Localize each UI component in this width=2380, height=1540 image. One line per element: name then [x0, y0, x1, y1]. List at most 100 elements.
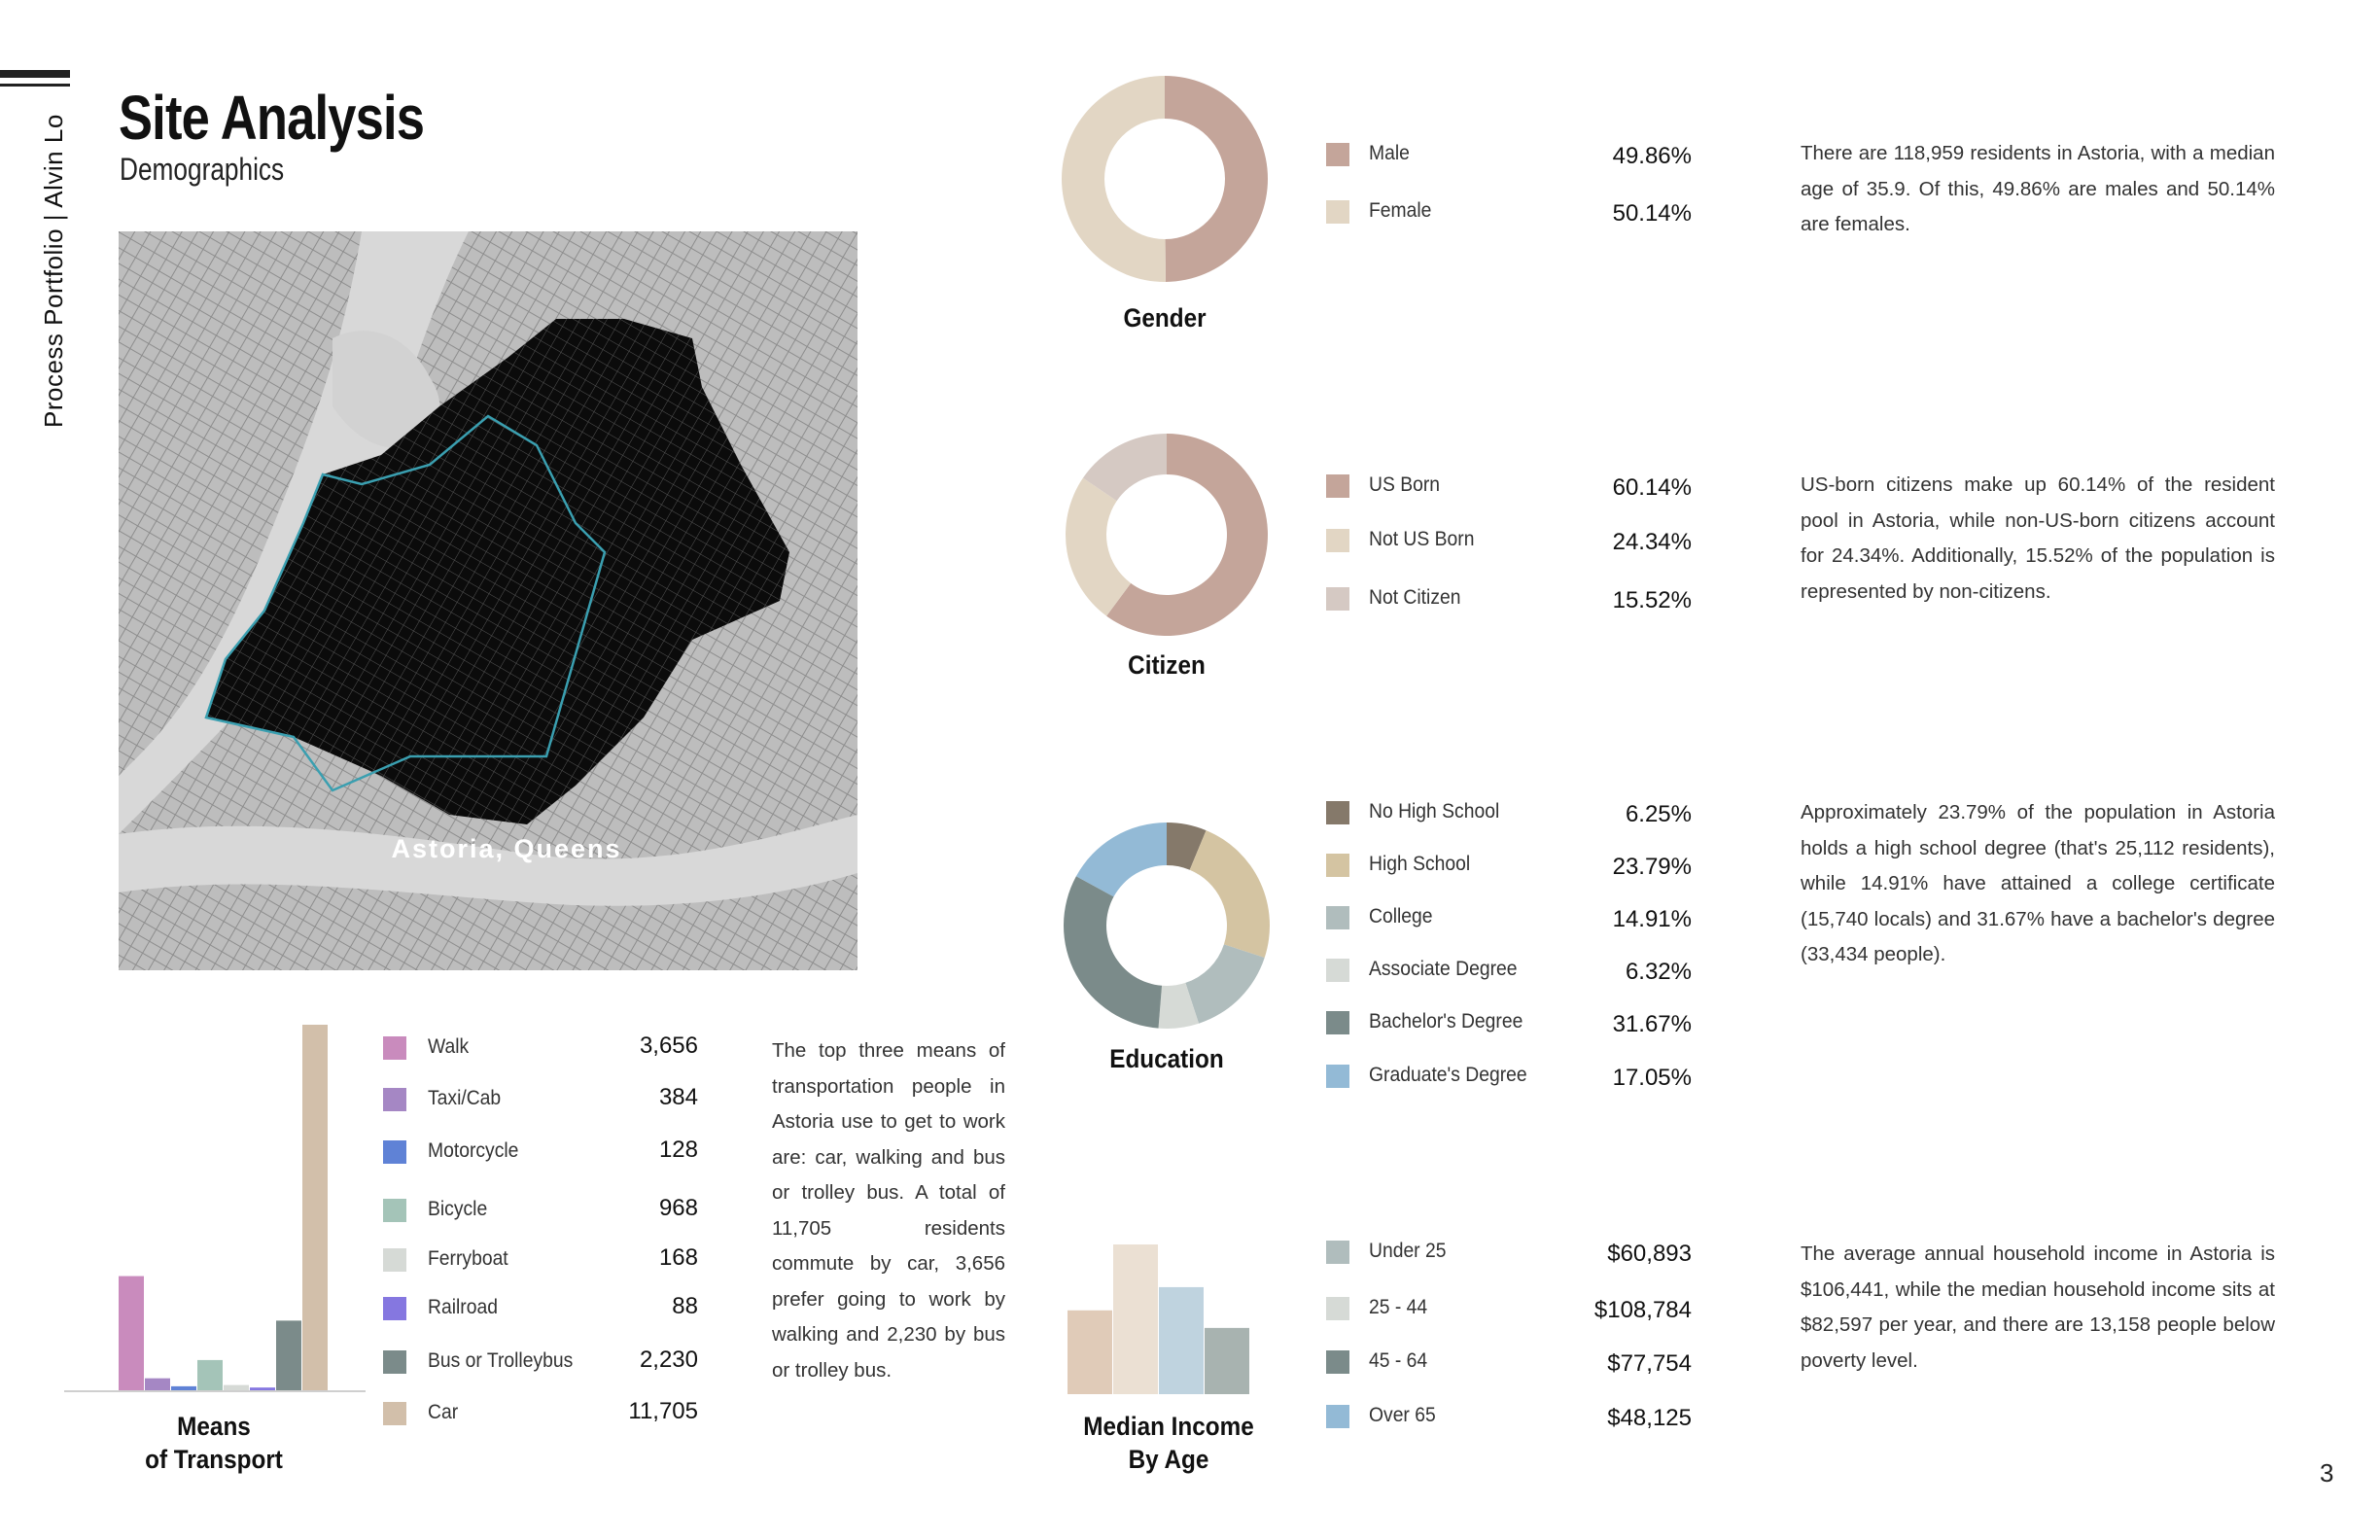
transport-bar-5 [250, 1387, 275, 1390]
transport-legend-swatch [383, 1140, 406, 1164]
transport-legend-swatch [383, 1088, 406, 1111]
income-legend-label: 25 - 44 [1369, 1296, 1428, 1318]
site-map [119, 231, 858, 970]
transport-legend-label: Walk [428, 1035, 470, 1058]
transport-description: The top three means of transportation pe… [772, 1039, 1005, 1382]
transport-bar-chart [64, 1025, 366, 1392]
citizen-legend-label: US Born [1369, 473, 1441, 496]
transport-legend-value: 2,230 [639, 1347, 698, 1373]
transport-legend-value: 3,656 [639, 1032, 698, 1059]
transport-bar-0 [119, 1276, 144, 1390]
transport-legend-swatch [383, 1248, 406, 1272]
income-bar-3 [1205, 1327, 1249, 1394]
income-legend-value: $48,125 [1607, 1405, 1692, 1431]
citizen-legend-swatch [1326, 587, 1349, 611]
gender-legend-label: Male [1369, 142, 1410, 164]
income-chart-title-line1: Median Income [1083, 1412, 1254, 1441]
gender-legend-value: 50.14% [1612, 200, 1692, 227]
gender-slice-1 [1062, 76, 1166, 282]
transport-legend-value: 968 [658, 1195, 698, 1221]
education-legend-value: 17.05% [1612, 1065, 1692, 1091]
transport-bar-4 [224, 1384, 249, 1390]
income-bar-0 [1068, 1310, 1112, 1394]
page-subtitle: Demographics [120, 152, 285, 187]
education-legend-value: 6.25% [1625, 801, 1692, 827]
sidebar-rule-thick [0, 70, 70, 78]
transport-legend-value: 11,705 [628, 1398, 698, 1424]
transport-legend-label: Railroad [428, 1296, 498, 1318]
education-slice-5 [1075, 822, 1167, 897]
income-legend-label: 45 - 64 [1369, 1349, 1428, 1372]
citizen-legend-swatch [1326, 529, 1349, 552]
citizen-legend-value: 24.34% [1612, 529, 1692, 555]
education-legend-swatch [1326, 906, 1349, 929]
citizen-slice-2 [1082, 434, 1167, 502]
education-legend-label: Graduate's Degree [1369, 1064, 1527, 1086]
transport-legend-value: 128 [658, 1137, 698, 1163]
income-legend-label: Over 65 [1369, 1404, 1436, 1426]
citizen-description: US-born citizens make up 60.14% of the r… [1801, 473, 2275, 603]
transport-legend-label: Taxi/Cab [428, 1087, 502, 1109]
education-legend-label: Associate Degree [1369, 958, 1518, 980]
education-slice-3 [1158, 982, 1200, 1029]
citizen-legend-value: 60.14% [1612, 474, 1692, 501]
income-legend-value: $77,754 [1607, 1350, 1692, 1377]
income-bar-1 [1113, 1244, 1158, 1394]
transport-legend-value: 384 [658, 1084, 698, 1110]
income-legend-swatch [1326, 1405, 1349, 1428]
transport-legend-swatch [383, 1199, 406, 1222]
education-legend-swatch [1326, 959, 1349, 982]
transport-chart-title: Means of Transport [118, 1410, 310, 1476]
education-legend-label: College [1369, 905, 1433, 928]
gender-legend-swatch [1326, 143, 1349, 166]
education-legend-swatch [1326, 854, 1349, 877]
gender-description: There are 118,959 residents in Astoria, … [1801, 142, 2275, 235]
transport-bar-7 [302, 1025, 328, 1390]
education-legend-value: 23.79% [1612, 854, 1692, 880]
income-chart-title: Median Income By Age [1070, 1410, 1267, 1476]
page-title: Site Analysis [119, 83, 425, 153]
transport-chart-title-line2: of Transport [145, 1445, 283, 1474]
citizen-legend-label: Not US Born [1369, 528, 1475, 550]
gender-chart-title: Gender [1123, 303, 1207, 332]
transport-legend-value: 88 [672, 1293, 698, 1319]
map-island [332, 331, 440, 448]
income-legend-value: $60,893 [1607, 1241, 1692, 1267]
income-chart-title-line2: By Age [1128, 1445, 1209, 1474]
education-donut [1064, 822, 1270, 1029]
citizen-legend-swatch [1326, 474, 1349, 498]
income-bar-chart [1068, 1244, 1249, 1394]
education-description: Approximately 23.79% of the population i… [1801, 801, 2275, 965]
transport-legend-swatch [383, 1036, 406, 1060]
citizen-slice-1 [1066, 477, 1132, 616]
income-legend-swatch [1326, 1241, 1349, 1264]
education-legend-label: Bachelor's Degree [1369, 1010, 1523, 1032]
transport-legend-value: 168 [658, 1244, 698, 1271]
citizen-slice-0 [1106, 434, 1268, 636]
sidebar-portfolio-label: Process Portfolio | Alvin Lo [39, 114, 68, 428]
transport-legend-swatch [383, 1297, 406, 1320]
transport-bar-3 [197, 1359, 223, 1390]
education-slice-4 [1064, 876, 1163, 1029]
education-legend-value: 14.91% [1612, 906, 1692, 932]
gender-legend-value: 49.86% [1612, 143, 1692, 169]
education-legend-label: High School [1369, 853, 1471, 875]
education-legend-label: No High School [1369, 800, 1500, 822]
income-description: The average annual household income in A… [1801, 1242, 2275, 1372]
astoria-area [206, 319, 789, 824]
transport-bar-1 [145, 1378, 170, 1390]
map-label: Astoria, Queens [391, 834, 622, 863]
education-slice-1 [1189, 830, 1270, 959]
citizen-legend-value: 15.52% [1612, 587, 1692, 613]
transport-legend-label: Car [428, 1401, 459, 1423]
transport-legend-label: Bus or Trolleybus [428, 1349, 574, 1372]
transport-legend-label: Bicycle [428, 1198, 488, 1220]
gender-donut [1062, 76, 1269, 282]
transport-legend-label: Motorcycle [428, 1139, 519, 1162]
page-number: 3 [2320, 1458, 2334, 1488]
income-legend-swatch [1326, 1350, 1349, 1374]
education-legend-swatch [1326, 1065, 1349, 1088]
gender-legend-swatch [1326, 200, 1349, 224]
transport-legend-label: Ferryboat [428, 1247, 508, 1270]
income-legend-label: Under 25 [1369, 1240, 1447, 1262]
